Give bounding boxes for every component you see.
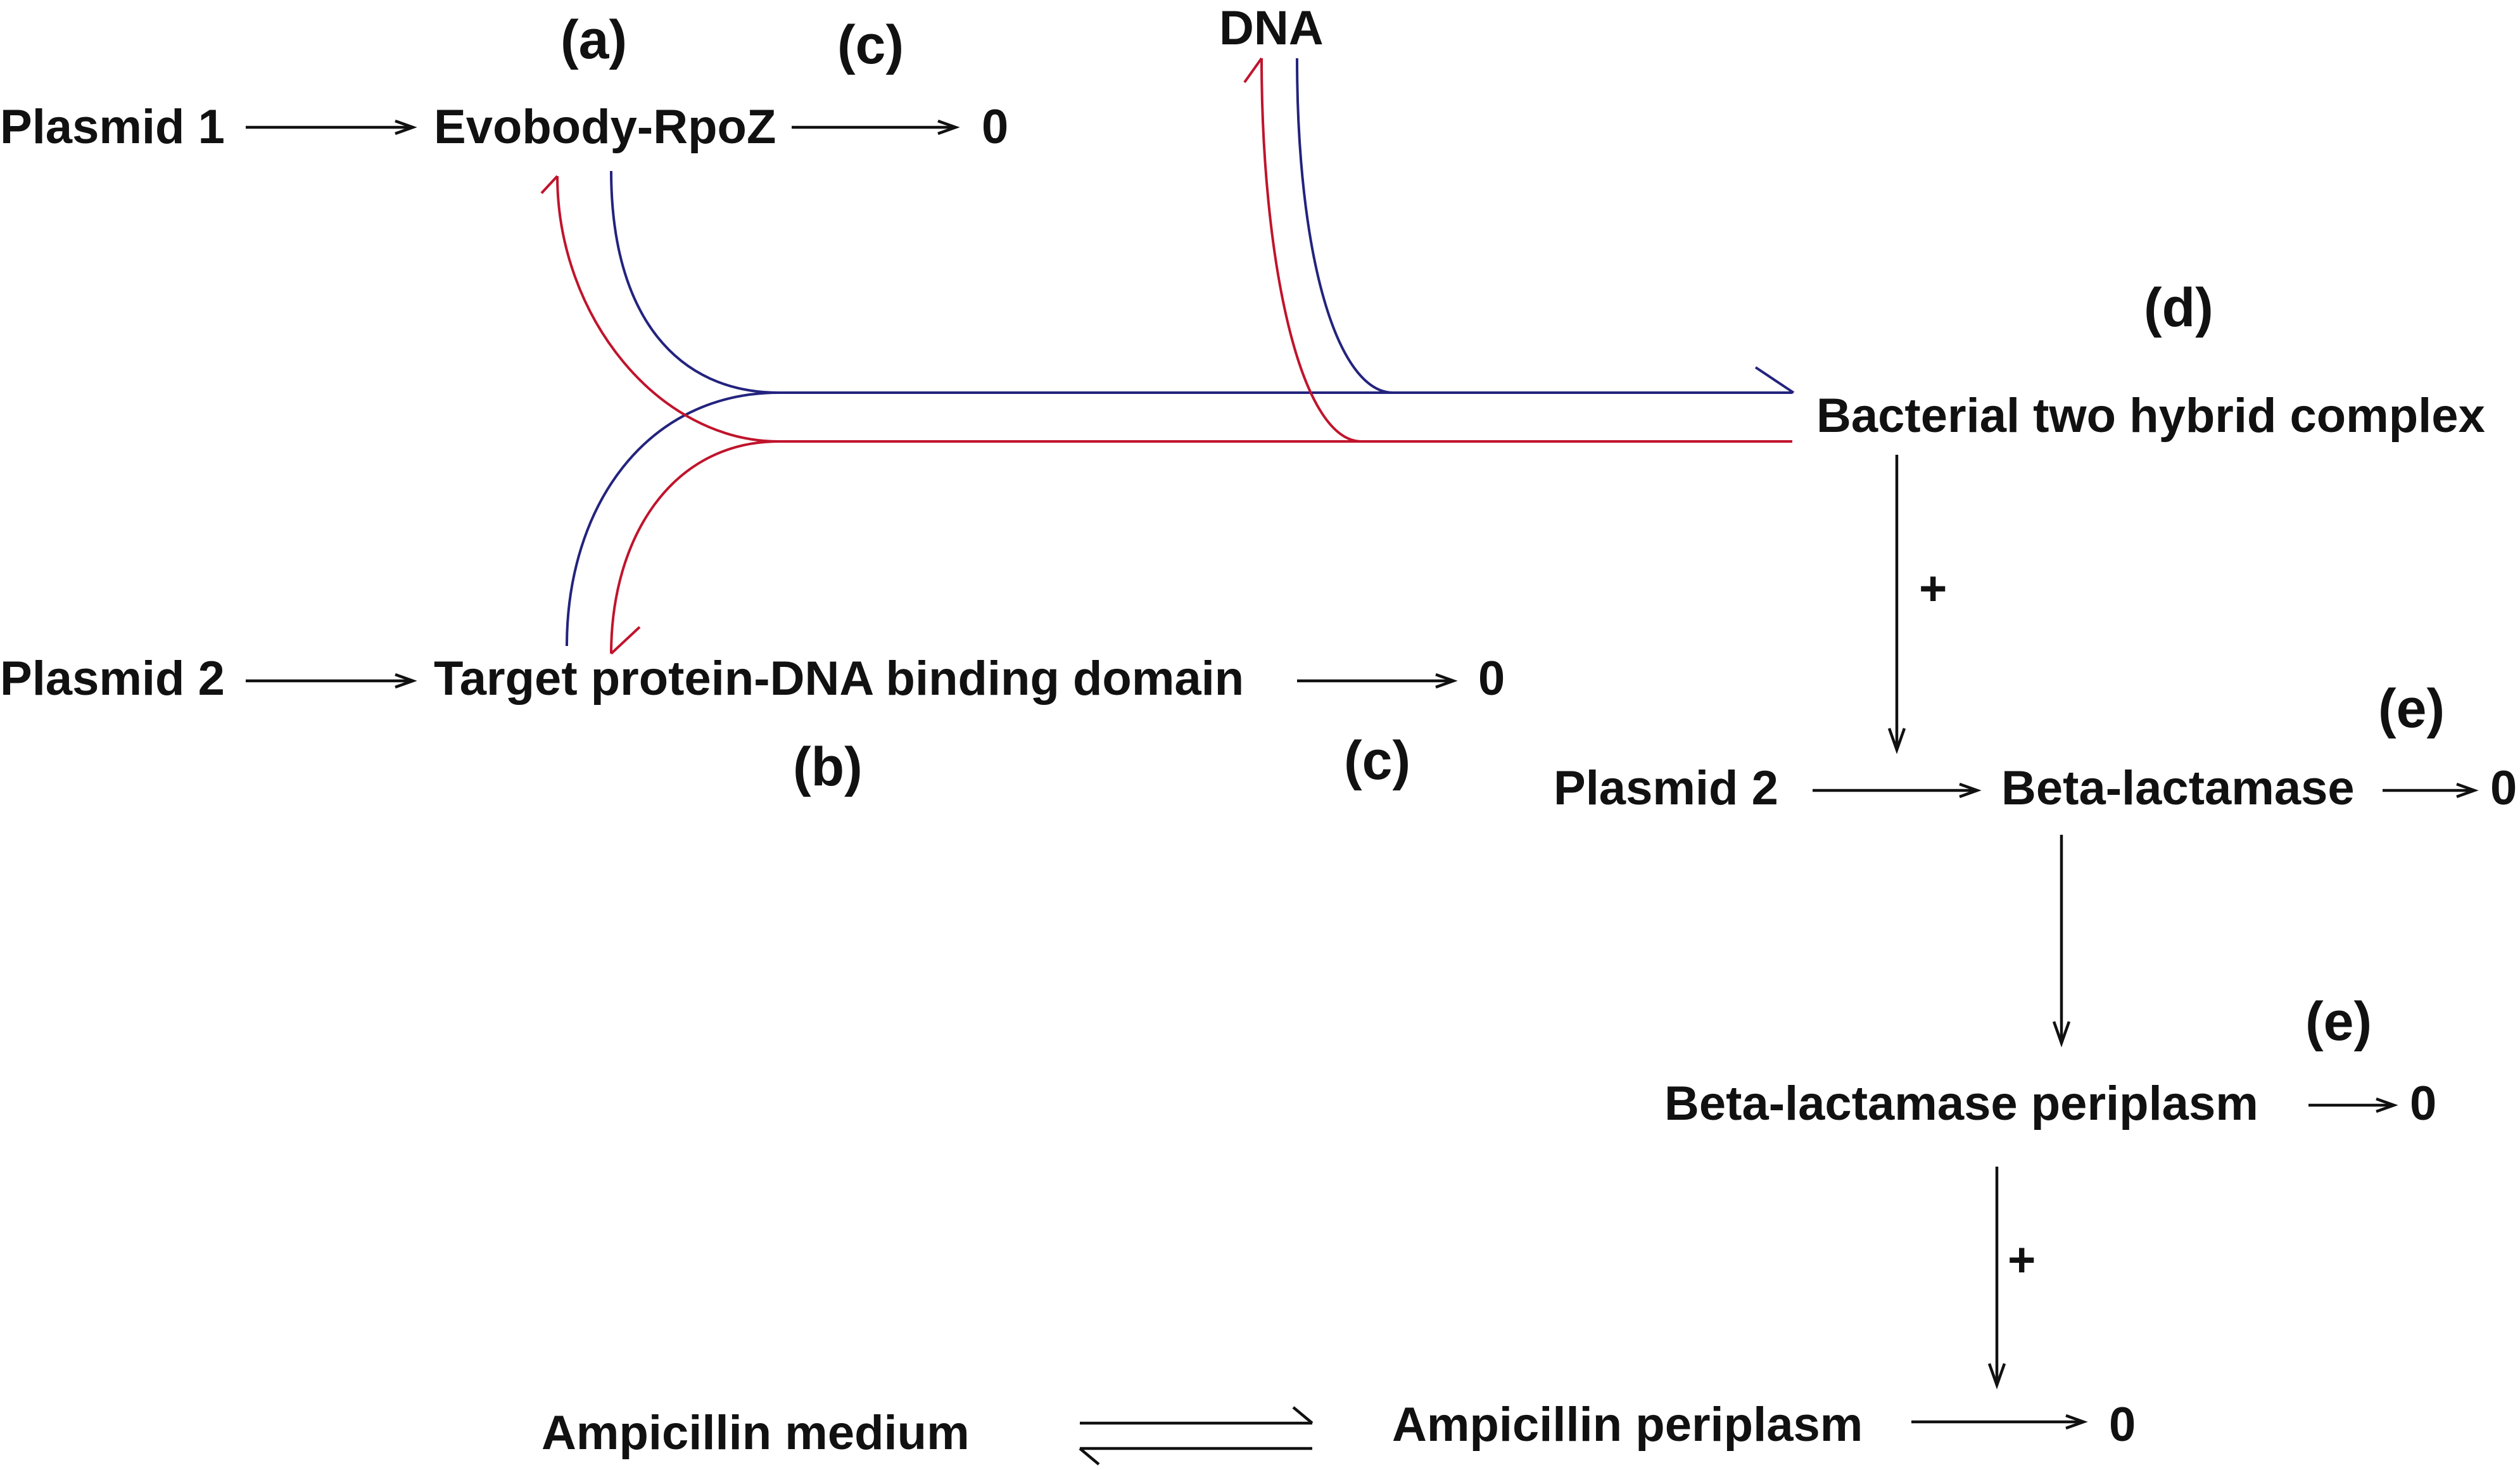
ampicillin-periplasm-label: Ampicillin periplasm [1392, 1398, 1863, 1452]
activation-plus-2: + [2008, 1233, 2036, 1287]
target-degradation-sink: 0 [1478, 652, 1505, 706]
arrow-evobody-degradation [792, 119, 960, 136]
evobody-degradation-sink: 0 [982, 100, 1008, 154]
arrow-plasmid2-to-target [246, 673, 417, 689]
arrow-complex-activates-expression [1887, 455, 1906, 754]
arrow-beta-periplasm-degradation [2308, 1097, 2398, 1113]
arrow-plasmid2-to-beta-lactamase [1813, 782, 1982, 799]
target-protein-dbd-label: Target protein-DNA binding domain [434, 652, 1244, 706]
beta-lactamase-periplasm-degradation-sink: 0 [2410, 1077, 2436, 1131]
plasmid2-top-label: Plasmid 2 [0, 652, 225, 706]
beta-lactamase-periplasm-label: Beta-lactamase periplasm [1664, 1077, 2258, 1131]
ampicillin-degradation-sink: 0 [2109, 1398, 2136, 1452]
tag-b: (b) [793, 737, 863, 797]
arrow-ampicillin-periplasm-degradation [1911, 1414, 2088, 1430]
plasmid1-label: Plasmid 1 [0, 100, 225, 154]
arrow-target-degradation [1297, 673, 1458, 689]
tag-c-bottom: (c) [1344, 730, 1410, 791]
tag-c-top: (c) [837, 15, 904, 75]
tag-e-beta: (e) [2378, 678, 2445, 739]
plasmid2-bottom-label: Plasmid 2 [1554, 761, 1778, 815]
evobody-rpoz-label: Evobody-RpoZ [434, 100, 776, 154]
tag-a: (a) [560, 10, 627, 70]
arrow-beta-lactamase-export [2052, 835, 2071, 1048]
beta-lactamase-degradation-sink: 0 [2490, 761, 2517, 815]
tag-d: (d) [2144, 277, 2213, 338]
beta-lactamase-label: Beta-lactamase [2001, 761, 2355, 815]
arrow-beta-lactamase-degradation [2383, 782, 2479, 799]
complex-formation-binding-forward [566, 58, 1795, 647]
ampicillin-medium-label: Ampicillin medium [541, 1406, 970, 1460]
ampicillin-exchange-equilibrium-arrows [1079, 1406, 1314, 1466]
arrow-beta-periplasm-catalyses-ampicillin-degradation [1987, 1167, 2006, 1390]
activation-plus-1: + [1919, 562, 1947, 616]
complex-dissociation-reverse [540, 57, 1792, 655]
dna-label: DNA [1219, 1, 1324, 55]
arrow-plasmid1-to-evobody [246, 119, 417, 136]
tag-e-periplasm: (e) [2305, 991, 2372, 1052]
bacterial-two-hybrid-complex-label: Bacterial two hybrid complex [1816, 389, 2485, 443]
